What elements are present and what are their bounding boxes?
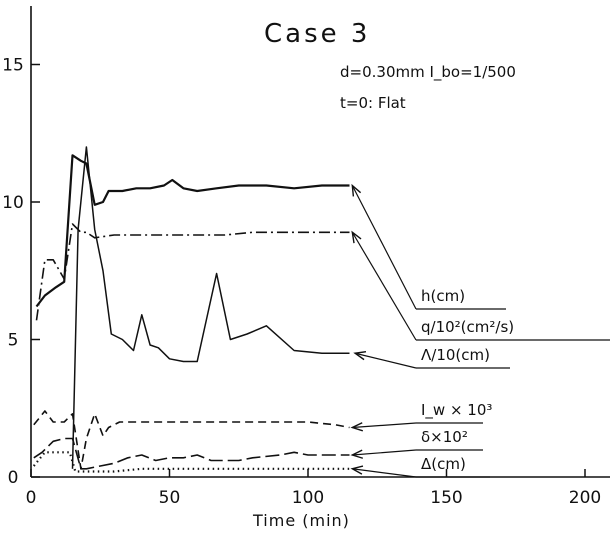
- series-label-layer: h(cm) q/10²(cm²/s) Λ/10(cm) I_w × 10³ δ×10² Δ…: [350, 183, 610, 478]
- series-label-4: δ×10²: [421, 428, 468, 446]
- series-leader-arrow-2: [353, 350, 367, 361]
- series-label-2: Λ/10(cm): [421, 346, 490, 364]
- y-tick-label-0: 0: [8, 468, 19, 488]
- series-leader-2: [354, 352, 417, 369]
- series-leader-0: [351, 185, 417, 310]
- series-leader-arrow-1: [351, 230, 362, 244]
- series-line-1: [35, 223, 350, 321]
- series-label-1: q/10²(cm²/s): [421, 318, 514, 336]
- series-leader-arrow-0: [351, 183, 362, 197]
- series-line-3: [33, 410, 350, 470]
- chart-subtitle-2: t=0: Flat: [340, 94, 406, 112]
- series-leader-4: [352, 449, 417, 456]
- series-leader-5: [352, 468, 417, 478]
- chart-subtitle-1: d=0.30mm I_bo=1/500: [340, 63, 516, 82]
- x-axis-label: Time (min): [252, 511, 350, 530]
- series-leader-arrow-3: [350, 422, 364, 432]
- x-tick-label-150: 150: [430, 488, 462, 508]
- series-label-3: I_w × 10³: [421, 401, 492, 420]
- series-leader-1: [351, 231, 417, 341]
- x-tick-label-0: 0: [26, 488, 37, 508]
- series-label-0: h(cm): [421, 287, 465, 305]
- series-label-5: Δ(cm): [421, 455, 466, 473]
- series-line-2: [71, 146, 350, 469]
- series-leader-arrow-4: [350, 449, 364, 459]
- series-layer: [32, 146, 350, 473]
- chart-title: Case 3: [264, 19, 370, 49]
- axes: 0 50 100 150 200 0 5 10 15: [2, 6, 610, 508]
- x-tick-label-50: 50: [159, 488, 181, 508]
- y-tick-label-10: 10: [2, 193, 24, 213]
- series-line-4: [33, 437, 350, 470]
- series-leader-arrow-5: [350, 465, 364, 475]
- y-tick-label-5: 5: [8, 331, 19, 351]
- series-line-0: [35, 154, 350, 308]
- x-tick-label-200: 200: [569, 488, 601, 508]
- x-tick-label-100: 100: [292, 488, 324, 508]
- series-leader-3: [352, 422, 417, 429]
- y-tick-label-15: 15: [2, 56, 24, 76]
